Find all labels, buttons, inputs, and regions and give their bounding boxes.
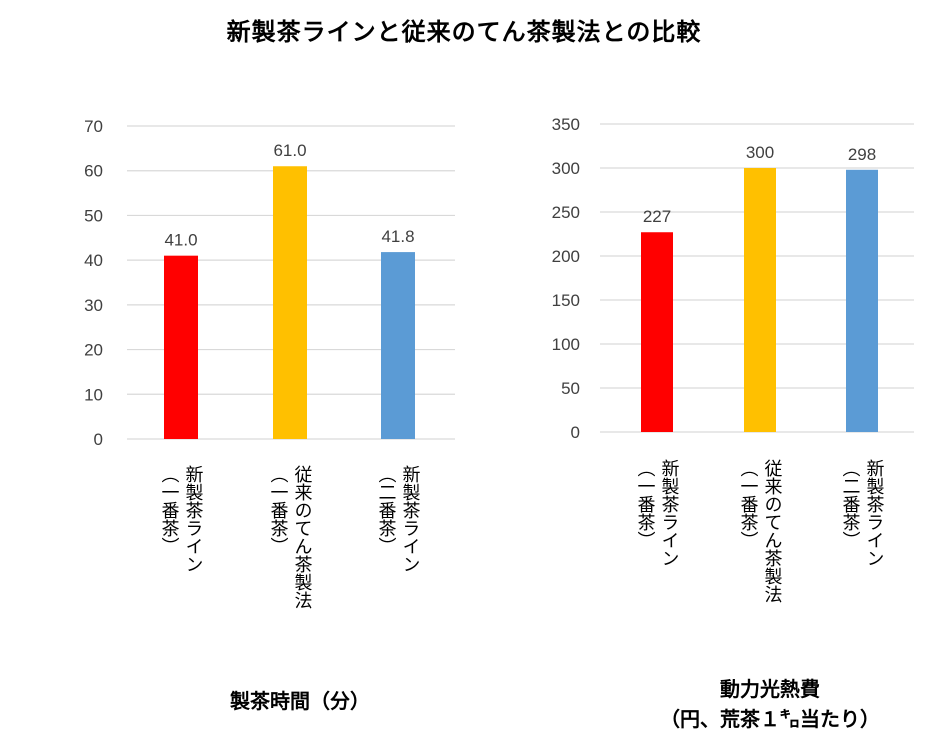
chart2-y-tick-label: 300 [552,159,580,178]
chart1-y-tick-label: 30 [84,296,103,315]
chart1-y-tick-label: 60 [84,162,103,181]
chart1-category-label: 従来のてん茶製法 [292,465,313,609]
chart1-y-tick-label: 20 [84,341,103,360]
chart1-bar [273,166,307,439]
chart1-y-tick-label: 0 [94,430,103,449]
chart2-y-tick-label: 100 [552,335,580,354]
chart2-category-label: 新製茶ライン [864,459,885,567]
chart1-category-label: （一番茶） [159,465,180,555]
chart1-data-label: 41.0 [164,231,197,250]
chart1-y-tick-label: 70 [84,117,103,136]
chart2-bar [641,232,673,432]
chart2-title-line: 動力光熱費 [720,677,820,701]
chart1-bar [164,255,198,439]
page-title: 新製茶ラインと従来のてん茶製法との比較 [226,18,702,46]
chart2-data-label: 298 [848,145,876,164]
chart2-title-line: （円、荒茶１㌔当たり） [660,707,880,731]
chart2-y-tick-label: 0 [571,423,580,442]
chart2-title: 動力光熱費 （円、荒茶１㌔当たり） [620,674,920,734]
chart2-data-label: 227 [643,207,671,226]
chart2-y-tick-label: 150 [552,291,580,310]
chart1-category-label: 新製茶ライン [183,465,204,573]
chart1-category-label: （二番茶） [376,465,397,555]
chart1-category-label: 新製茶ライン [400,465,421,573]
chart2-category-label: 従来のてん茶製法 [762,459,783,603]
chart2-category-label: （一番茶） [738,459,759,549]
chart1-data-label: 61.0 [273,141,306,160]
chart1-category-label: （一番茶） [268,465,289,555]
chart2-data-label: 300 [746,143,774,162]
chart1-bar [381,252,415,439]
chart2-category-label: 新製茶ライン [659,459,680,567]
chart2-y-tick-label: 350 [552,115,580,134]
chart2-y-tick-label: 50 [561,379,580,398]
chart1-data-label: 41.8 [381,227,414,246]
chart1-y-tick-label: 40 [84,251,103,270]
chart2-y-tick-label: 200 [552,247,580,266]
chart2-category-label: （二番茶） [840,459,861,549]
chart2-bar [744,168,776,432]
chart1-title: 製茶時間（分） [230,689,370,713]
chart2-y-tick-label: 250 [552,203,580,222]
chart1-y-tick-label: 50 [84,206,103,225]
chart2-category-label: （一番茶） [635,459,656,549]
chart2-bar [846,169,878,432]
chart1-y-tick-label: 10 [84,385,103,404]
